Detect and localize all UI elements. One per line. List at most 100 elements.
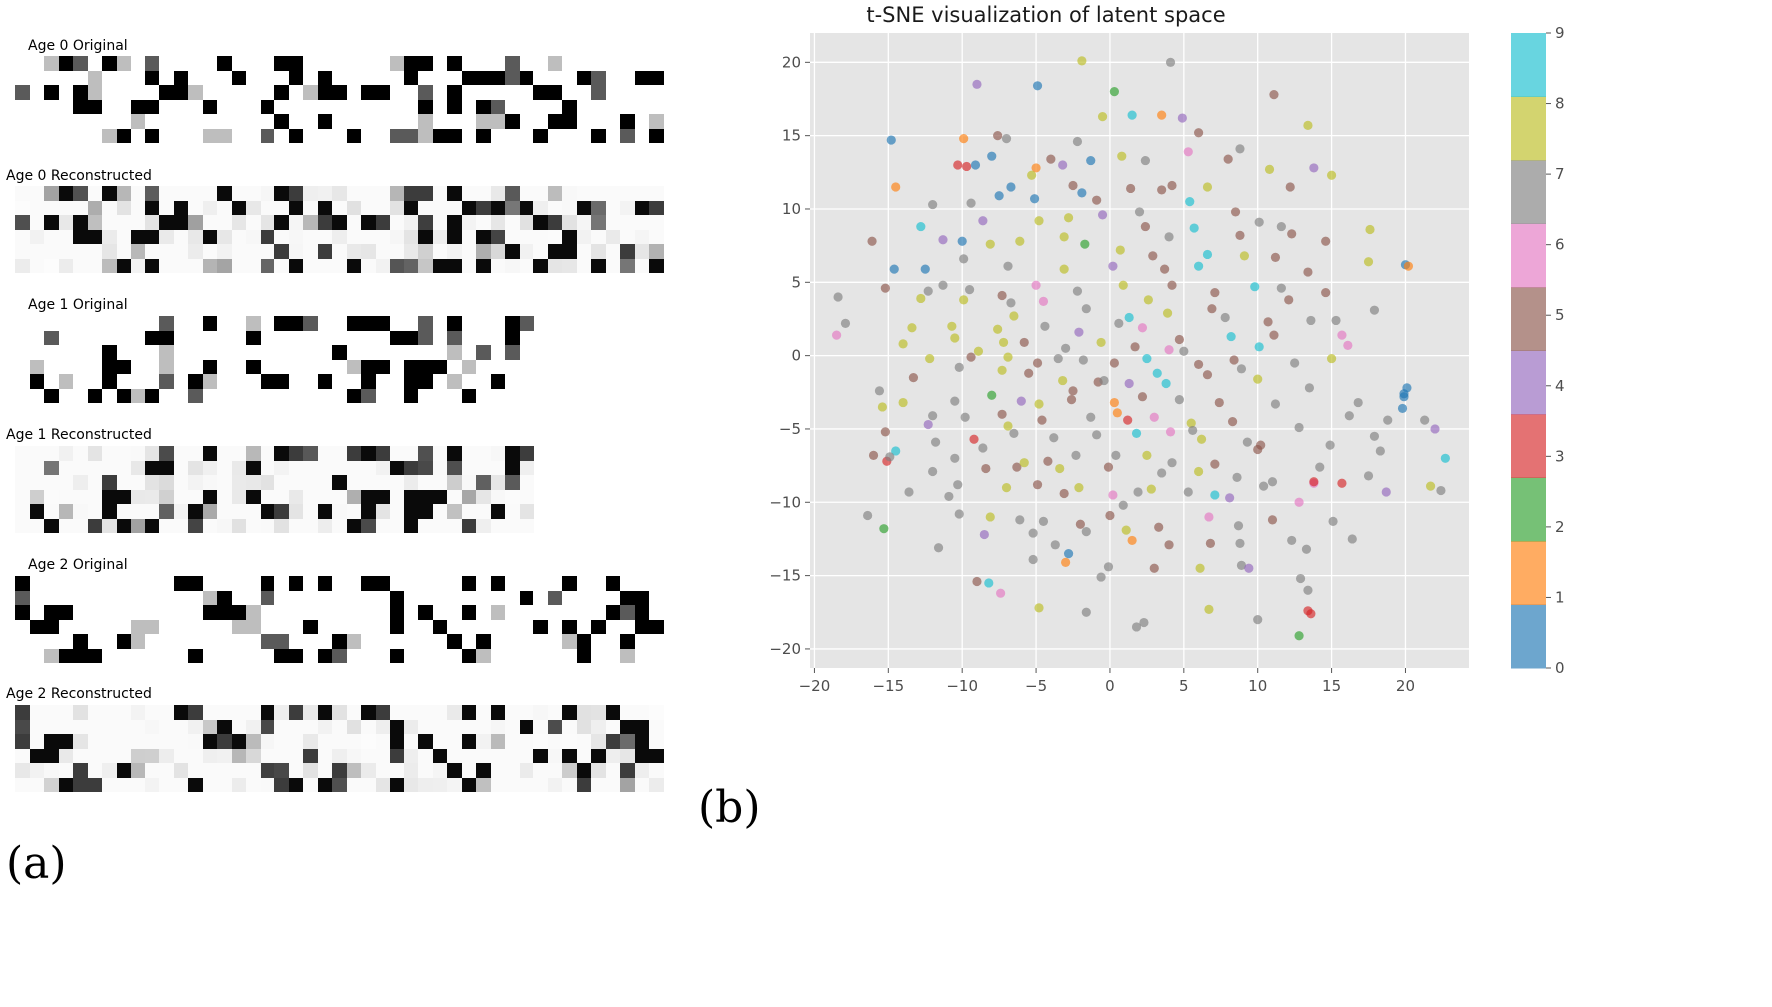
scatter-point bbox=[1009, 311, 1019, 321]
scatter-point bbox=[1269, 330, 1279, 340]
scatter-point bbox=[1142, 450, 1152, 460]
x-tick-label: −20 bbox=[799, 677, 831, 695]
scatter-point bbox=[1321, 287, 1331, 298]
scatter-point bbox=[1321, 236, 1331, 246]
scatter-point bbox=[1149, 563, 1159, 573]
scatter-point bbox=[1019, 337, 1029, 348]
scatter-point bbox=[928, 466, 938, 477]
y-tick-label: 0 bbox=[791, 347, 801, 365]
scatter-point bbox=[1220, 312, 1230, 323]
scatter-point bbox=[1164, 232, 1174, 242]
scatter-point bbox=[1188, 425, 1198, 436]
scatter-point bbox=[1078, 355, 1088, 365]
pixel-grid bbox=[15, 186, 146, 273]
scatter-point bbox=[1253, 374, 1263, 384]
colorbar-tick-label: 8 bbox=[1555, 95, 1565, 113]
scatter-point bbox=[1183, 487, 1193, 497]
scatter-point bbox=[1205, 538, 1216, 548]
scatter-point bbox=[1315, 462, 1325, 472]
scatter-point bbox=[1207, 304, 1217, 314]
scatter-point bbox=[925, 353, 935, 364]
scatter-point bbox=[954, 509, 964, 519]
scatter-point bbox=[1164, 540, 1174, 550]
scatter-point bbox=[1058, 160, 1068, 170]
pixel-grid bbox=[403, 56, 534, 143]
x-tick-label: 5 bbox=[1179, 677, 1189, 695]
scatter-point bbox=[973, 346, 984, 356]
pixel-grid bbox=[274, 316, 405, 403]
scatter-point bbox=[979, 529, 989, 540]
scatter-point bbox=[1194, 466, 1204, 477]
pixel-grid bbox=[403, 446, 534, 533]
scatter-point bbox=[1270, 399, 1281, 409]
scatter-point bbox=[1183, 147, 1193, 157]
scatter-point bbox=[1347, 534, 1357, 544]
scatter-point bbox=[1092, 195, 1102, 205]
scatter-point bbox=[1154, 522, 1164, 532]
scatter-point bbox=[1105, 510, 1115, 521]
scatter-point bbox=[1071, 450, 1081, 460]
scatter-point bbox=[1015, 515, 1025, 525]
scatter-point bbox=[1096, 572, 1106, 582]
scatter-point bbox=[1074, 483, 1084, 493]
y-axis-ticks: −20 −15 −10 −5 0 5 10 15 20 bbox=[769, 53, 810, 658]
scatter-point bbox=[877, 402, 888, 412]
pixel-grid bbox=[144, 576, 275, 663]
scatter-point bbox=[916, 293, 926, 304]
x-tick-label: 20 bbox=[1396, 677, 1415, 695]
y-tick-label: −5 bbox=[779, 420, 801, 438]
scatter-point bbox=[1111, 450, 1121, 460]
colorbar-tick-label: 0 bbox=[1555, 659, 1565, 677]
scatter-point bbox=[923, 286, 933, 296]
scatter-point bbox=[1099, 375, 1109, 386]
colorbar-segment bbox=[1511, 350, 1546, 415]
scatter-point bbox=[1016, 396, 1026, 406]
scatter-point bbox=[1142, 353, 1152, 364]
scatter-point bbox=[1075, 519, 1085, 529]
scatter-points bbox=[831, 56, 1450, 641]
scatter-point bbox=[997, 365, 1007, 375]
scatter-point bbox=[962, 161, 972, 172]
y-tick-label: 20 bbox=[782, 53, 801, 71]
scatter-point bbox=[1024, 368, 1034, 378]
scatter-point bbox=[908, 373, 919, 383]
scatter-point bbox=[1152, 368, 1162, 378]
scatter-point bbox=[1109, 87, 1119, 97]
scatter-point bbox=[1140, 221, 1151, 232]
scatter-point bbox=[1174, 334, 1184, 345]
scatter-point bbox=[1131, 428, 1142, 438]
scatter-point bbox=[1080, 239, 1090, 249]
scatter-point bbox=[997, 290, 1007, 301]
scatter-point bbox=[1269, 89, 1279, 100]
scatter-point bbox=[840, 318, 851, 328]
scatter-point bbox=[1254, 217, 1264, 227]
scatter-point bbox=[879, 524, 889, 534]
scatter-point bbox=[1204, 604, 1214, 614]
scatter-point bbox=[997, 409, 1007, 419]
scatter-point bbox=[1059, 232, 1069, 242]
scatter-point bbox=[1236, 560, 1247, 570]
scatter-point bbox=[1235, 144, 1245, 154]
scatter-point bbox=[1118, 500, 1128, 510]
scatter-point bbox=[959, 254, 969, 264]
scatter-point bbox=[1254, 342, 1264, 352]
scatter-point bbox=[1061, 343, 1071, 353]
scatter-point bbox=[1126, 183, 1136, 194]
colorbar-ticks: 0 1 2 3 4 5 6 7 8 9 bbox=[1546, 24, 1565, 677]
x-tick-label: −5 bbox=[1025, 677, 1047, 695]
scatter-point bbox=[1040, 321, 1050, 331]
pixel-grid bbox=[144, 446, 275, 533]
scatter-point bbox=[833, 292, 843, 302]
colorbar-segment bbox=[1511, 33, 1546, 97]
scatter-point bbox=[1034, 216, 1044, 226]
scatter-point bbox=[1369, 431, 1380, 441]
x-tick-label: 0 bbox=[1105, 677, 1115, 695]
scatter-point bbox=[1186, 418, 1196, 428]
scatter-point bbox=[1306, 609, 1316, 619]
scatter-point bbox=[959, 133, 969, 144]
scatter-point bbox=[1146, 484, 1156, 494]
scatter-point bbox=[1263, 317, 1273, 327]
colorbar-segment bbox=[1511, 604, 1546, 669]
scatter-point bbox=[1202, 370, 1213, 380]
colorbar-tick-label: 9 bbox=[1555, 24, 1565, 42]
